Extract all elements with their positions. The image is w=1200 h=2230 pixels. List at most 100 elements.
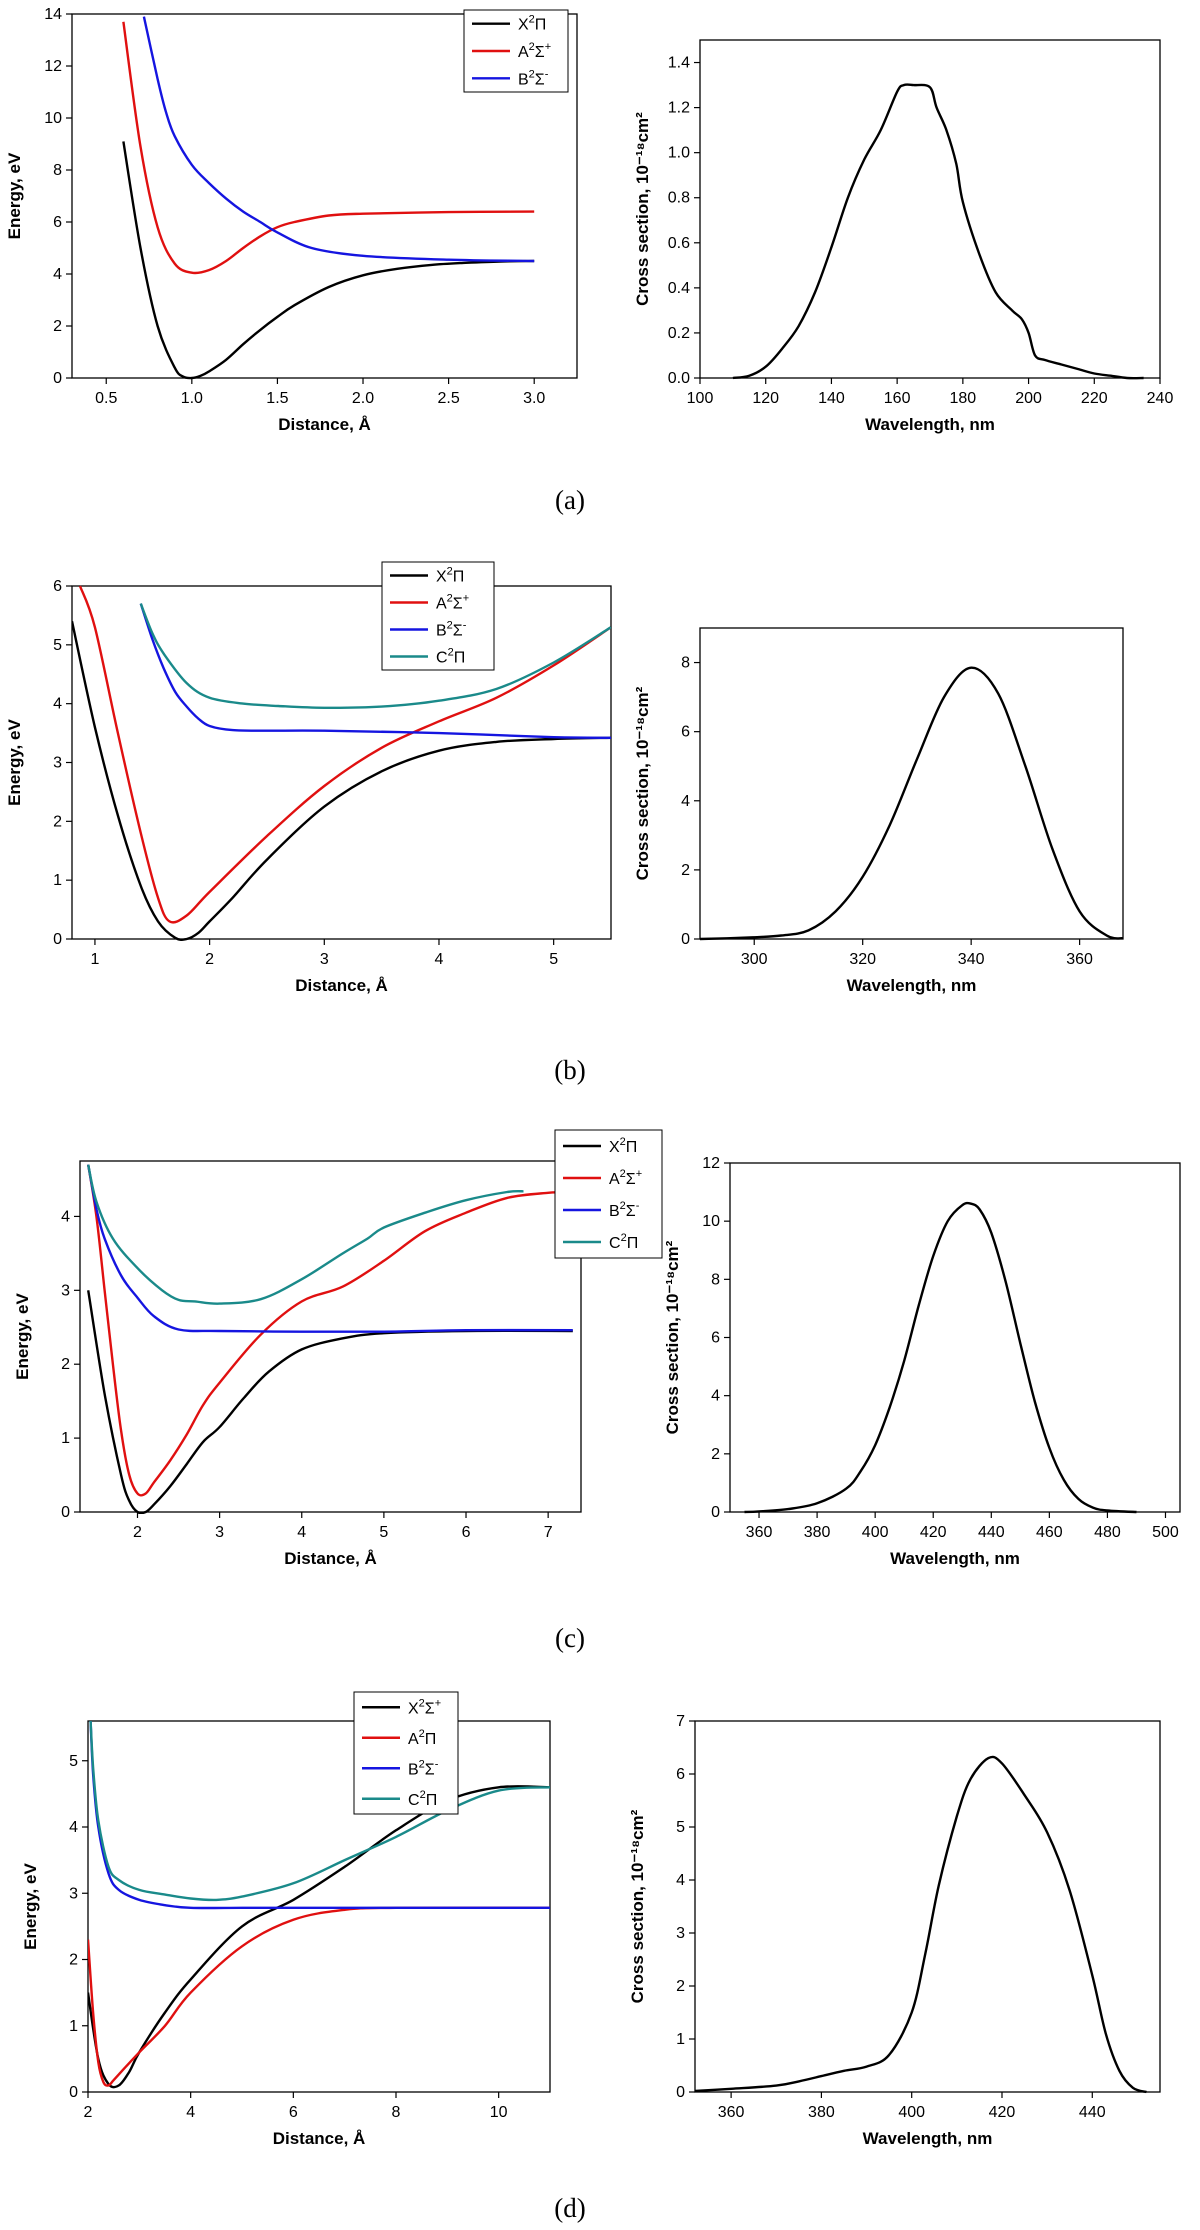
y-tick-label: 0 bbox=[676, 2084, 685, 2101]
y-tick-label: 2 bbox=[681, 862, 690, 879]
y-axis-label: Cross section, 10⁻¹⁸cm² bbox=[663, 1240, 682, 1434]
y-tick-label: 4 bbox=[676, 1872, 685, 1889]
x-tick-label: 100 bbox=[687, 390, 714, 407]
series-line-cross-section bbox=[744, 1201, 1137, 1514]
x-tick-label: 8 bbox=[392, 2104, 401, 2121]
caption-d: (d) bbox=[554, 2193, 586, 2223]
x-tick-label: 1 bbox=[90, 951, 99, 968]
y-axis-label: Energy, eV bbox=[21, 1863, 40, 1950]
x-axis-label: Wavelength, nm bbox=[863, 2129, 993, 2148]
x-tick-label: 180 bbox=[950, 390, 977, 407]
x-tick-label: 3 bbox=[215, 1524, 224, 1541]
legend: X2Π A2Σ+ B2Σ- bbox=[463, 9, 569, 93]
y-tick-label: 4 bbox=[53, 266, 62, 283]
x-tick-label: 160 bbox=[884, 390, 911, 407]
y-tick-label: 1 bbox=[53, 872, 62, 889]
x-tick-label: 440 bbox=[978, 1524, 1005, 1541]
y-tick-label: 4 bbox=[53, 696, 62, 713]
x-tick-label: 360 bbox=[1066, 951, 1093, 968]
y-tick-label: 7 bbox=[676, 1713, 685, 1730]
x-tick-label: 380 bbox=[808, 2104, 835, 2121]
x-axis-label: Distance, Å bbox=[273, 2129, 366, 2148]
y-tick-label: 0.6 bbox=[668, 235, 690, 252]
series-line-b-state bbox=[142, 16, 535, 263]
y-tick-label: 10 bbox=[702, 1213, 720, 1230]
plot-frame bbox=[699, 627, 1124, 940]
x-axis-label: Distance, Å bbox=[284, 1549, 377, 1568]
y-tick-label: 0 bbox=[681, 931, 690, 948]
y-axis-label: Energy, eV bbox=[5, 719, 24, 806]
legend-label: A2Σ+ bbox=[436, 593, 469, 613]
y-tick-label: 12 bbox=[44, 58, 62, 75]
caption-a: (a) bbox=[555, 485, 585, 515]
x-tick-label: 460 bbox=[1036, 1524, 1063, 1541]
y-tick-label: 14 bbox=[44, 6, 62, 23]
legend-label: X2Π bbox=[436, 566, 464, 586]
legend-box bbox=[381, 561, 495, 671]
x-tick-label: 440 bbox=[1079, 2104, 1106, 2121]
y-tick-label: 10 bbox=[44, 110, 62, 127]
y-tick-label: 0.2 bbox=[668, 325, 690, 342]
x-tick-label: 2.5 bbox=[437, 390, 459, 407]
y-tick-label: 0 bbox=[69, 2084, 78, 2101]
x-tick-label: 340 bbox=[958, 951, 985, 968]
x-tick-label: 2 bbox=[84, 2104, 93, 2121]
y-tick-label: 2 bbox=[69, 1952, 78, 1969]
y-tick-label: 2 bbox=[61, 1356, 70, 1373]
x-tick-label: 2 bbox=[133, 1524, 142, 1541]
x-tick-label: 380 bbox=[804, 1524, 831, 1541]
series-line-b-state bbox=[139, 603, 611, 739]
x-axis-label: Distance, Å bbox=[278, 415, 371, 434]
x-axis-label: Wavelength, nm bbox=[890, 1549, 1020, 1568]
x-tick-label: 400 bbox=[862, 1524, 889, 1541]
legend-box bbox=[353, 1691, 459, 1815]
x-tick-label: 320 bbox=[849, 951, 876, 968]
series-line-c-state bbox=[139, 603, 611, 710]
y-tick-label: 2 bbox=[711, 1446, 720, 1463]
y-tick-label: 1 bbox=[61, 1430, 70, 1447]
x-tick-label: 4 bbox=[297, 1524, 306, 1541]
y-axis-label: Cross section, 10⁻¹⁸cm² bbox=[633, 686, 652, 880]
legend-label: A2Π bbox=[408, 1728, 436, 1748]
x-axis-label: Wavelength, nm bbox=[865, 415, 995, 434]
y-tick-label: 8 bbox=[53, 162, 62, 179]
x-tick-label: 1.5 bbox=[266, 390, 288, 407]
y-tick-label: 1 bbox=[676, 2031, 685, 2048]
legend-label: X2Σ+ bbox=[408, 1697, 441, 1717]
x-tick-label: 0.5 bbox=[95, 390, 117, 407]
x-tick-label: 7 bbox=[544, 1524, 553, 1541]
legend-label: X2Π bbox=[518, 14, 546, 34]
chart-5: 2 3 4 5 6 7 0 1 2 3 4 Distance, Å Energy, eV X2Π A2Σ+ B… bbox=[13, 1129, 663, 1568]
chart-4: 300 320 340 360 0 2 4 6 8 Wavelength, nm Cross sec… bbox=[633, 627, 1124, 995]
chart-7: 2 4 6 8 10 0 1 2 3 4 5 Distance, Å Energy, eV X2Σ+ A2Π… bbox=[21, 1691, 551, 2148]
legend-label: B2Σ- bbox=[408, 1758, 439, 1778]
x-tick-label: 240 bbox=[1147, 390, 1174, 407]
x-tick-label: 3 bbox=[320, 951, 329, 968]
series-line-c-state bbox=[89, 1720, 550, 1902]
y-tick-label: 1.0 bbox=[668, 145, 690, 162]
y-tick-label: 5 bbox=[53, 637, 62, 654]
x-tick-label: 400 bbox=[898, 2104, 925, 2121]
plot-frame bbox=[694, 1720, 1161, 2093]
y-tick-label: 0.4 bbox=[668, 280, 690, 297]
caption-b: (b) bbox=[554, 1055, 586, 1085]
x-axis-label: Distance, Å bbox=[295, 976, 388, 995]
y-tick-label: 2 bbox=[53, 318, 62, 335]
y-tick-label: 6 bbox=[711, 1330, 720, 1347]
y-tick-label: 0 bbox=[53, 931, 62, 948]
x-tick-label: 2 bbox=[205, 951, 214, 968]
y-tick-label: 4 bbox=[681, 793, 690, 810]
y-tick-label: 0 bbox=[61, 1504, 70, 1521]
series-line-a-state bbox=[88, 1906, 550, 2087]
series-line-c-state bbox=[87, 1164, 524, 1305]
x-tick-label: 5 bbox=[549, 951, 558, 968]
x-tick-label: 220 bbox=[1081, 390, 1108, 407]
series-line-x-state bbox=[122, 141, 535, 380]
chart-1: 0.5 1.0 1.5 2.0 2.5 3.0 0 2 4 6 8 10 12 14 Distance, Å… bbox=[5, 6, 578, 434]
y-axis-label: Energy, eV bbox=[13, 1293, 32, 1380]
x-tick-label: 300 bbox=[741, 951, 768, 968]
y-tick-label: 8 bbox=[681, 655, 690, 672]
y-tick-label: 0 bbox=[711, 1504, 720, 1521]
series-line-a-state bbox=[87, 1164, 573, 1497]
y-tick-label: 0 bbox=[53, 370, 62, 387]
